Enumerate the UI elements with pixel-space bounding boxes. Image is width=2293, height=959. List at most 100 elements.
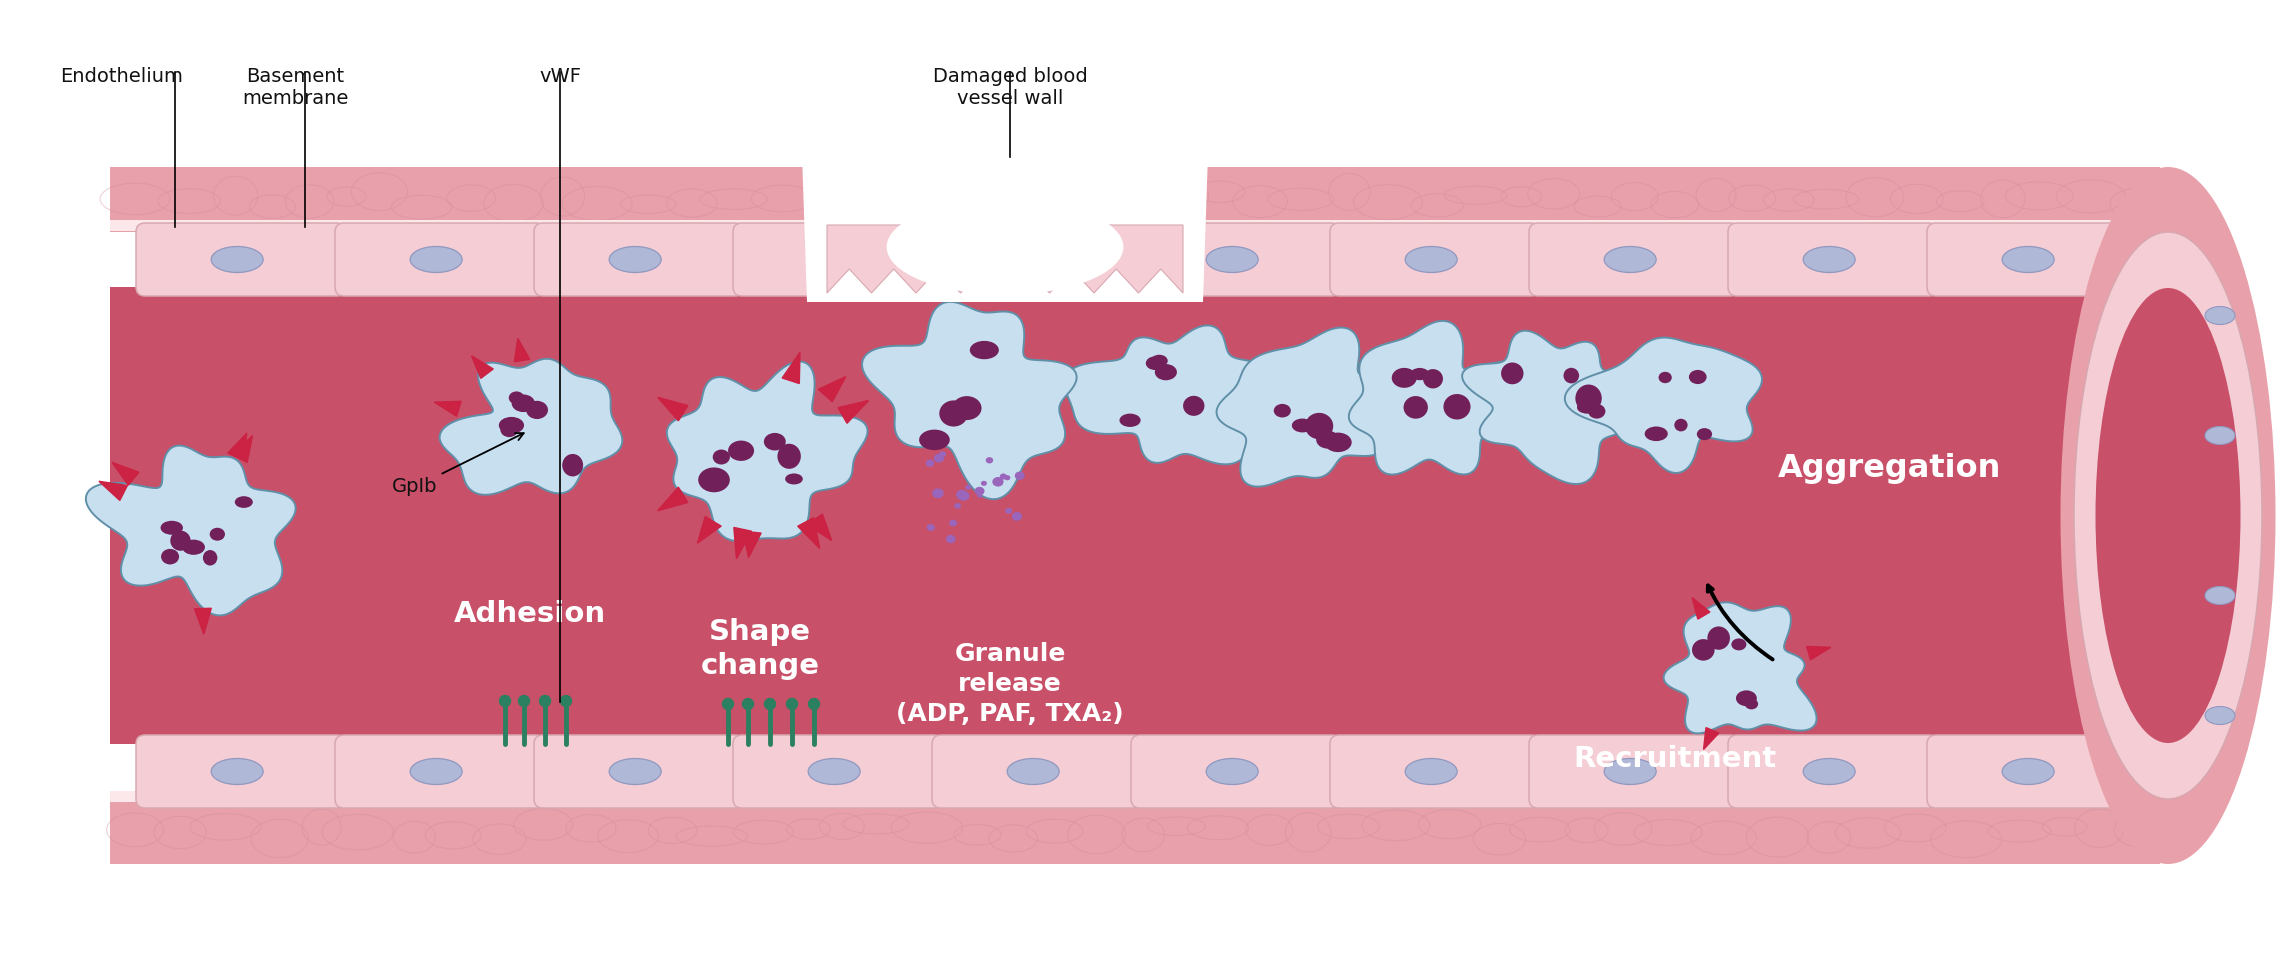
Circle shape	[786, 698, 798, 710]
Ellipse shape	[1410, 368, 1429, 380]
Ellipse shape	[211, 759, 264, 784]
Ellipse shape	[926, 459, 933, 467]
Polygon shape	[782, 352, 800, 384]
Text: Basement
membrane: Basement membrane	[241, 67, 349, 108]
Ellipse shape	[933, 488, 945, 499]
Bar	[110, 220, 2160, 231]
Ellipse shape	[500, 422, 518, 437]
Polygon shape	[195, 608, 211, 634]
Polygon shape	[697, 517, 722, 543]
Ellipse shape	[1658, 372, 1672, 384]
Polygon shape	[734, 527, 752, 559]
FancyBboxPatch shape	[1729, 735, 1938, 808]
FancyBboxPatch shape	[1330, 223, 1541, 296]
FancyBboxPatch shape	[1330, 735, 1541, 808]
Text: Endothelium: Endothelium	[60, 67, 183, 86]
Text: Aggregation: Aggregation	[1779, 454, 2002, 484]
Polygon shape	[433, 401, 461, 416]
Ellipse shape	[1305, 412, 1332, 439]
Ellipse shape	[1605, 759, 1656, 784]
Polygon shape	[798, 518, 819, 549]
Ellipse shape	[1007, 246, 1059, 272]
Circle shape	[743, 698, 754, 710]
Ellipse shape	[1674, 419, 1688, 432]
Ellipse shape	[713, 450, 729, 464]
Ellipse shape	[777, 444, 800, 469]
Text: Granule
release
(ADP, PAF, TXA₂): Granule release (ADP, PAF, TXA₂)	[897, 643, 1124, 726]
Polygon shape	[112, 462, 140, 485]
Ellipse shape	[1589, 404, 1605, 419]
Circle shape	[539, 695, 550, 707]
Polygon shape	[667, 362, 867, 541]
Ellipse shape	[1424, 369, 1442, 388]
Ellipse shape	[1004, 507, 1011, 514]
Ellipse shape	[1442, 394, 1470, 419]
Polygon shape	[798, 7, 1213, 302]
Ellipse shape	[1644, 427, 1667, 441]
Ellipse shape	[1000, 474, 1007, 480]
Ellipse shape	[1802, 759, 1855, 784]
Text: Adhesion: Adhesion	[454, 600, 605, 628]
FancyBboxPatch shape	[931, 735, 1142, 808]
Ellipse shape	[1392, 368, 1417, 387]
Polygon shape	[658, 397, 688, 421]
Ellipse shape	[610, 759, 660, 784]
Polygon shape	[807, 514, 832, 541]
FancyBboxPatch shape	[534, 223, 743, 296]
Polygon shape	[1564, 338, 1761, 473]
Ellipse shape	[965, 484, 972, 490]
Polygon shape	[1348, 321, 1539, 475]
Ellipse shape	[929, 526, 936, 530]
FancyBboxPatch shape	[734, 735, 942, 808]
Ellipse shape	[977, 493, 981, 498]
Polygon shape	[828, 225, 1183, 293]
Ellipse shape	[958, 491, 970, 501]
Ellipse shape	[1146, 357, 1165, 370]
Polygon shape	[514, 339, 530, 362]
FancyBboxPatch shape	[931, 223, 1142, 296]
Ellipse shape	[410, 246, 463, 272]
Ellipse shape	[807, 759, 860, 784]
Ellipse shape	[975, 487, 984, 495]
Ellipse shape	[1325, 433, 1351, 452]
Ellipse shape	[887, 199, 1124, 294]
Ellipse shape	[2073, 232, 2261, 799]
Ellipse shape	[161, 521, 183, 535]
Ellipse shape	[1406, 246, 1456, 272]
Ellipse shape	[956, 490, 968, 500]
Polygon shape	[837, 401, 869, 423]
FancyBboxPatch shape	[1729, 223, 1938, 296]
Polygon shape	[743, 531, 761, 557]
Circle shape	[764, 698, 775, 710]
Ellipse shape	[1119, 413, 1140, 427]
Ellipse shape	[1007, 759, 1059, 784]
Ellipse shape	[1575, 385, 1603, 412]
FancyBboxPatch shape	[1926, 223, 2137, 296]
Bar	[110, 791, 2160, 802]
Ellipse shape	[947, 535, 956, 543]
Ellipse shape	[1004, 475, 1011, 480]
Ellipse shape	[2206, 427, 2236, 445]
Text: Shape
change: Shape change	[699, 618, 819, 680]
Ellipse shape	[784, 474, 803, 484]
Ellipse shape	[2002, 246, 2055, 272]
Ellipse shape	[1151, 355, 1167, 367]
Polygon shape	[99, 481, 128, 501]
FancyBboxPatch shape	[335, 223, 546, 296]
Ellipse shape	[211, 246, 264, 272]
Text: Recruitment: Recruitment	[1573, 745, 1777, 773]
Ellipse shape	[1745, 698, 1759, 710]
Ellipse shape	[1291, 418, 1314, 433]
Polygon shape	[1463, 331, 1644, 484]
Ellipse shape	[1406, 759, 1456, 784]
Ellipse shape	[1578, 401, 1598, 413]
Polygon shape	[1692, 597, 1711, 620]
Polygon shape	[440, 359, 621, 495]
Ellipse shape	[410, 759, 463, 784]
Ellipse shape	[562, 454, 582, 477]
Ellipse shape	[181, 540, 204, 555]
Ellipse shape	[1403, 396, 1429, 419]
Ellipse shape	[1564, 368, 1580, 384]
Ellipse shape	[1731, 639, 1747, 650]
Ellipse shape	[234, 496, 252, 508]
